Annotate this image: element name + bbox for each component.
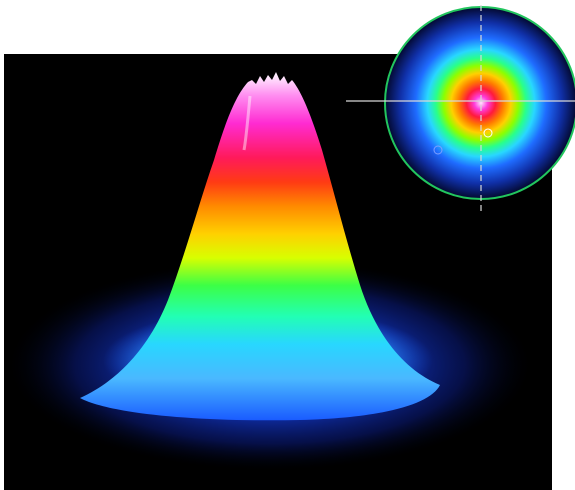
beam-profile-3d-icon [10,72,530,470]
beam-highlight [242,95,252,151]
beam-profile-2d-inset-icon [384,6,575,200]
crosshair-icon [346,5,575,215]
beam-peak [80,72,440,421]
